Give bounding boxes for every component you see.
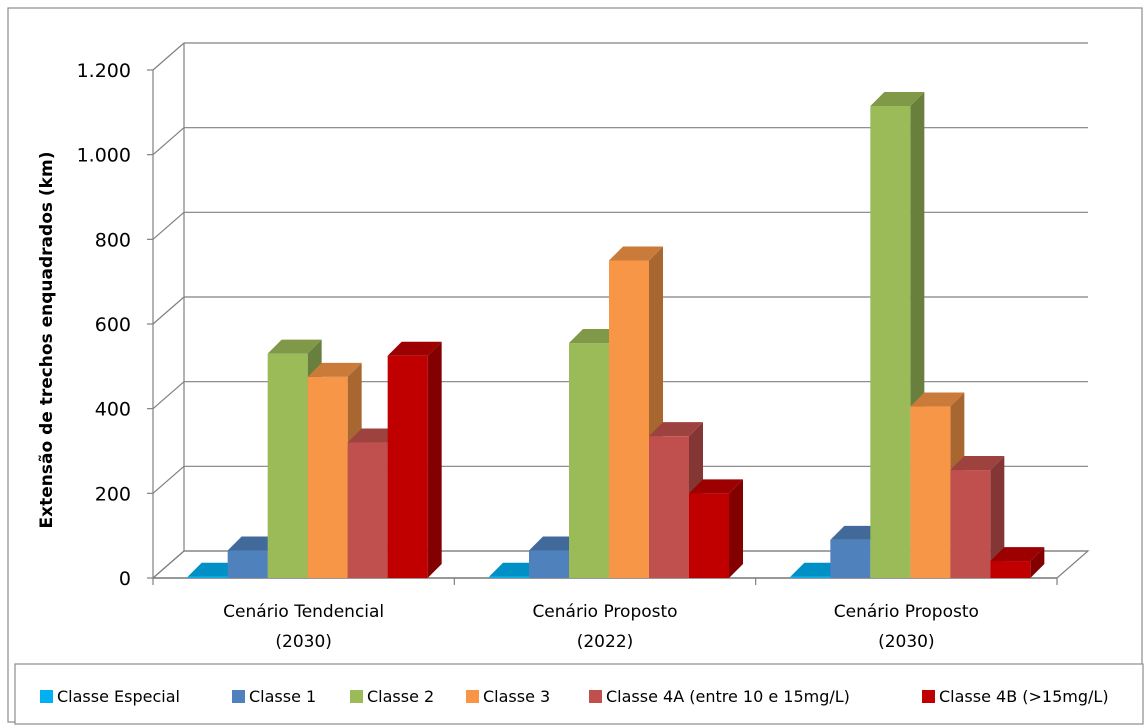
bar-front bbox=[347, 442, 388, 578]
gridline-connector bbox=[152, 465, 185, 494]
bar-front bbox=[489, 576, 529, 578]
gridline-connector bbox=[152, 381, 185, 410]
gridline-connector bbox=[152, 211, 185, 240]
bar-side bbox=[990, 456, 1005, 578]
bar-front bbox=[529, 550, 569, 578]
bar bbox=[689, 479, 743, 578]
legend-item: Classe 3 bbox=[466, 687, 550, 706]
bar-front bbox=[649, 436, 689, 578]
bar-front bbox=[307, 376, 348, 578]
legend-box bbox=[14, 663, 1144, 725]
bar-front bbox=[990, 561, 1031, 578]
legend-label: Classe 4B (>15mg/L) bbox=[939, 687, 1109, 706]
bar-top bbox=[387, 341, 442, 356]
labels: 0 200 400 600 800 1.000 1.200 Cenário Tendencia… bbox=[37, 60, 979, 652]
legend-label: Classe 3 bbox=[483, 687, 550, 706]
bar-side bbox=[1030, 547, 1045, 578]
x-category-label: (2030) bbox=[275, 632, 332, 652]
bar bbox=[950, 456, 1005, 578]
gridline-connector bbox=[152, 42, 185, 71]
gridline-connector bbox=[152, 127, 185, 156]
bar-top bbox=[649, 422, 703, 437]
y-tick-label: 400 bbox=[95, 399, 131, 421]
legend-label: Classe 2 bbox=[367, 687, 434, 706]
y-tick-label: 1.200 bbox=[77, 60, 131, 82]
bar-side bbox=[427, 341, 442, 578]
legend-label: Classe 1 bbox=[249, 687, 316, 706]
legend-swatch bbox=[589, 690, 602, 703]
bar-front bbox=[227, 550, 268, 578]
legend-swatch bbox=[40, 690, 53, 703]
legend-swatch bbox=[922, 690, 935, 703]
bar bbox=[990, 547, 1045, 578]
x-category-label: Cenário Tendencial bbox=[223, 602, 384, 622]
legend-label: Classe Especial bbox=[57, 687, 180, 706]
legend-swatch bbox=[466, 690, 479, 703]
bar-top bbox=[950, 456, 1005, 471]
x-category-label: Cenário Proposto bbox=[532, 602, 677, 622]
legend: Classe Especial Classe 1 Classe 2 Classe 3 C… bbox=[14, 663, 1144, 725]
bars bbox=[187, 91, 1045, 578]
y-axis-title: Extensão de trechos enquadrados (km) bbox=[37, 152, 57, 529]
y-tick-label: 800 bbox=[95, 229, 131, 251]
bar-front bbox=[790, 576, 831, 578]
bar-top bbox=[689, 479, 743, 494]
bar-top bbox=[990, 547, 1045, 562]
bar-front bbox=[950, 470, 991, 578]
legend-item: Classe 2 bbox=[350, 687, 434, 706]
y-tick-label: 1.000 bbox=[77, 145, 131, 167]
y-tick-label: 0 bbox=[119, 568, 131, 590]
legend-swatch bbox=[350, 690, 363, 703]
y-tick-label: 200 bbox=[95, 483, 131, 505]
bar-front bbox=[187, 576, 228, 578]
bar-front bbox=[689, 493, 729, 578]
legend-item: Classe 1 bbox=[232, 687, 316, 706]
legend-item: Classe Especial bbox=[40, 687, 180, 706]
bar-front bbox=[870, 105, 911, 578]
bar-front bbox=[609, 260, 649, 578]
bar-front bbox=[387, 355, 428, 578]
bar-top bbox=[870, 91, 925, 106]
bar-top bbox=[267, 339, 322, 354]
bar-top bbox=[910, 392, 965, 407]
bar-side bbox=[729, 479, 743, 578]
bar-front bbox=[830, 539, 871, 578]
x-category-label: (2030) bbox=[878, 632, 935, 652]
x-category-label: Cenário Proposto bbox=[834, 602, 979, 622]
legend-label: Classe 4A (entre 10 e 15mg/L) bbox=[606, 687, 850, 706]
legend-item: Classe 4A (entre 10 e 15mg/L) bbox=[589, 687, 850, 706]
bar-front bbox=[267, 353, 308, 578]
bar bbox=[387, 341, 442, 578]
gridline-connector bbox=[152, 296, 185, 325]
bar-top bbox=[307, 362, 362, 377]
bar-top bbox=[609, 246, 663, 261]
bar-front bbox=[569, 343, 609, 578]
legend-item: Classe 4B (>15mg/L) bbox=[922, 687, 1109, 706]
x-category-label: (2022) bbox=[577, 632, 634, 652]
bar-front bbox=[910, 406, 951, 578]
y-tick-label: 600 bbox=[95, 314, 131, 336]
legend-swatch bbox=[232, 690, 245, 703]
